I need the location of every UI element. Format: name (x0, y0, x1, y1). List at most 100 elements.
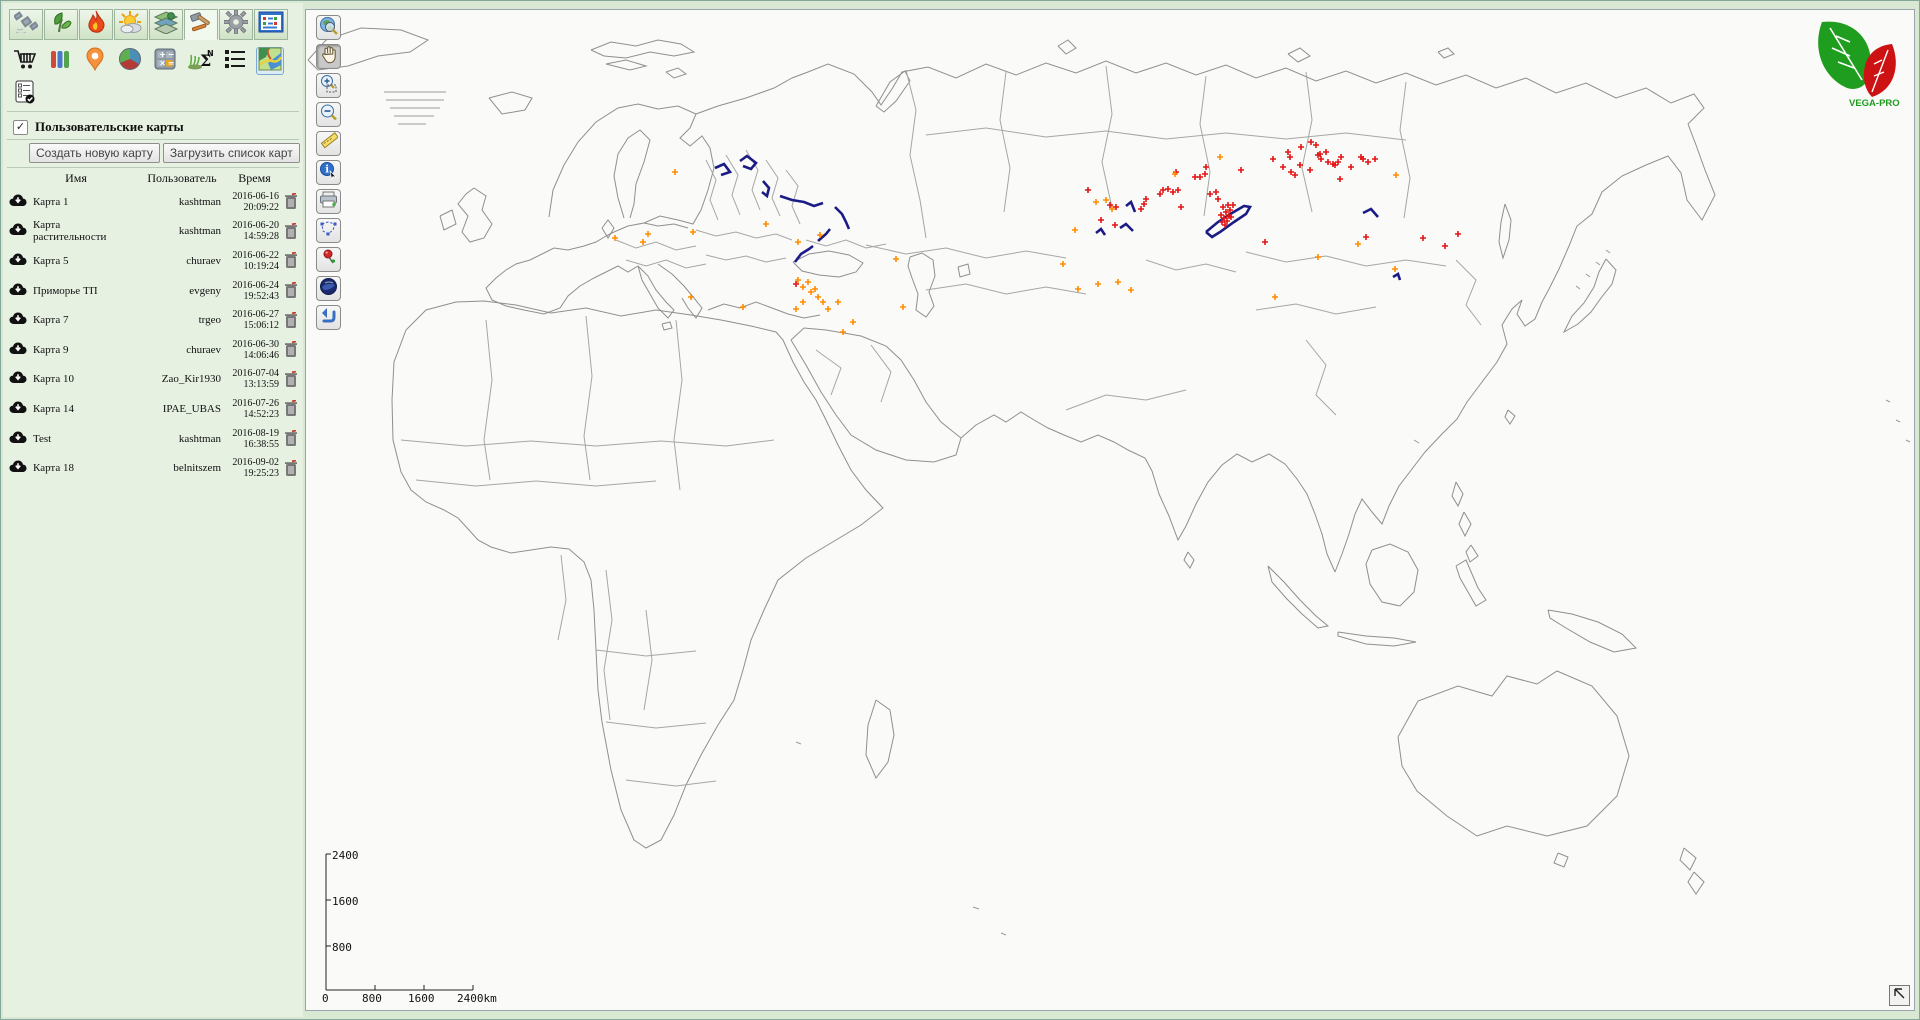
subtool-lists[interactable] (221, 47, 249, 75)
print-button[interactable] (316, 189, 341, 214)
tab-meteo[interactable] (114, 9, 148, 40)
cloud-download-icon[interactable] (9, 253, 27, 269)
table-row[interactable]: Карта 5 churaev 2016-06-22 10:19:24 (9, 246, 299, 276)
scale-y-label: 1600 (332, 895, 359, 908)
map-name: Приморье ТП (33, 284, 98, 297)
undo-button[interactable] (316, 305, 341, 330)
cloud-download-icon[interactable] (9, 194, 27, 210)
tab-settings[interactable] (219, 9, 253, 40)
map-name: Карта 9 (33, 343, 69, 356)
map-name: Карта 18 (33, 462, 75, 475)
tab-instruments[interactable] (184, 9, 218, 40)
fire-points-red (793, 139, 1461, 287)
create-map-button[interactable]: Создать новую карту (29, 143, 160, 163)
tab-fires[interactable] (79, 9, 113, 40)
svg-text:−: − (168, 50, 175, 59)
table-row[interactable]: Карта растительности kashtman 2016-06-20… (9, 217, 299, 247)
load-maps-button[interactable]: Загрузить список карт (162, 143, 300, 163)
map-time: 2016-07-26 14:52:23 (232, 397, 279, 420)
subtool-diagrams[interactable] (116, 47, 144, 75)
delete-map-button[interactable] (284, 341, 298, 358)
svg-text:×: × (159, 58, 166, 67)
svg-text:+: + (159, 50, 166, 59)
measure-button[interactable] (316, 131, 341, 156)
satellite-icon (13, 11, 39, 38)
layers-icon (153, 10, 179, 39)
delete-map-button[interactable] (284, 311, 298, 329)
object-info-button[interactable]: i (316, 160, 341, 185)
cloud-download-icon[interactable] (9, 342, 27, 358)
delete-map-button[interactable] (284, 370, 298, 388)
header-time: Время (238, 171, 271, 185)
cloud-download-icon[interactable] (9, 460, 27, 476)
add-placemark-button[interactable] (316, 247, 341, 272)
select-polygon-button[interactable] (316, 218, 341, 243)
user-maps-checkbox[interactable]: ✓ (13, 119, 28, 135)
lists-icon (223, 48, 247, 75)
map-toolbar: i (316, 15, 341, 330)
arrow-up-left-icon (1893, 987, 1906, 1005)
divider (7, 167, 299, 168)
zoom-in-area-button[interactable] (316, 73, 341, 98)
delete-map-button[interactable] (284, 459, 298, 477)
google-earth-button[interactable] (316, 276, 341, 301)
tab-satellite[interactable] (9, 9, 43, 40)
delete-map-button[interactable] (284, 252, 298, 269)
delete-map-button[interactable] (284, 282, 298, 299)
cloud-download-icon[interactable] (9, 223, 27, 239)
delete-map-button[interactable] (284, 193, 298, 210)
map-user: kashtman (178, 432, 221, 445)
tab-vegetation[interactable] (44, 9, 78, 40)
map-time: 2016-08-19 16:38:55 (232, 427, 279, 450)
subtool-user-maps[interactable] (256, 47, 284, 75)
delete-map-button[interactable] (284, 400, 298, 417)
table-row[interactable]: Карта 7 trgeo 2016-06-27 15:06:12 (9, 305, 299, 335)
cart-icon (13, 48, 37, 75)
pan-hand-icon (320, 45, 338, 69)
user-maps-rows: Карта 1 kashtman 2016-06-16 20:09:22 Карт… (9, 187, 299, 483)
subtool-cart[interactable] (11, 47, 39, 75)
cloud-download-icon[interactable] (9, 401, 27, 417)
world-map[interactable] (306, 10, 1918, 1012)
table-row[interactable]: Карта 14 IPAE_UBAS 2016-07-26 14:52:23 (9, 394, 299, 424)
delete-map-button[interactable] (284, 222, 298, 240)
pan-button[interactable] (316, 44, 341, 69)
subtool-tasks-checklist[interactable] (11, 80, 39, 108)
tab-interface[interactable] (254, 9, 288, 40)
map-panel[interactable]: i VEGA-PRO 2400 1600 800 0 800 (305, 9, 1915, 1011)
scale-y-label: 800 (332, 941, 352, 954)
select-polygon-icon (319, 219, 338, 243)
subtool-placemarks[interactable] (81, 46, 109, 75)
table-row[interactable]: Карта 1 kashtman 2016-06-16 20:09:22 (9, 187, 299, 217)
subtool-calculator[interactable]: + − × = (151, 47, 179, 75)
table-row[interactable]: Приморье ТП evgeny 2016-06-24 19:52:43 (9, 276, 299, 306)
cloud-download-icon[interactable] (9, 371, 27, 387)
zoom-out-button[interactable] (316, 102, 341, 127)
divider (7, 139, 299, 140)
reset-view-button[interactable] (1889, 985, 1910, 1006)
map-time: 2016-09-02 19:25:23 (232, 457, 279, 480)
map-user: evgeny (189, 284, 221, 297)
map-time: 2016-06-27 15:06:12 (232, 309, 279, 332)
cloud-download-icon[interactable] (9, 312, 27, 328)
map-user: kashtman (178, 225, 221, 238)
user-map-regions (714, 154, 1402, 281)
table-row[interactable]: Карта 9 churaev 2016-06-30 14:06:46 (9, 335, 299, 365)
table-row[interactable]: Карта 18 belnitszem 2016-09-02 19:25:23 (9, 453, 299, 483)
map-user: IPAE_UBAS (162, 402, 221, 415)
table-row[interactable]: Test kashtman 2016-08-19 16:38:55 (9, 424, 299, 454)
table-row[interactable]: Карта 10 Zao_Kir1930 2016-07-04 13:13:59 (9, 365, 299, 395)
zoom-world-button[interactable] (316, 15, 341, 40)
measure-ruler-icon (319, 131, 339, 156)
cloud-download-icon[interactable] (9, 431, 27, 447)
cloud-download-icon[interactable] (9, 283, 27, 299)
map-time: 2016-06-30 14:06:46 (232, 338, 279, 361)
tab-layers[interactable] (149, 9, 183, 40)
undo-icon (319, 307, 338, 329)
delete-map-button[interactable] (284, 430, 298, 447)
fire-icon (85, 10, 107, 39)
instruments-icon (188, 10, 214, 39)
subtool-columns[interactable] (46, 47, 74, 75)
